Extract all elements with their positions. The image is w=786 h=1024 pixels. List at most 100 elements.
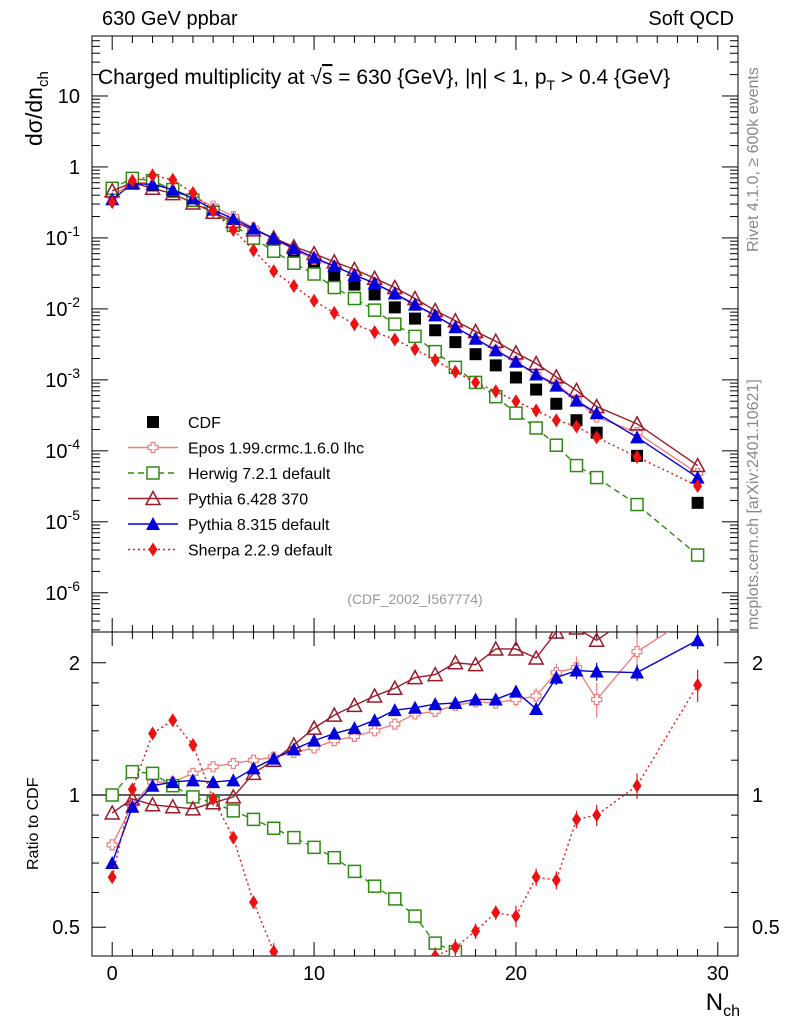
ratio-point	[508, 684, 523, 698]
ratio-point	[148, 726, 158, 741]
data-point	[388, 317, 402, 331]
data-point	[228, 222, 238, 237]
ratio-point	[630, 606, 644, 619]
ratio-point	[369, 725, 381, 737]
legend-marker	[147, 416, 159, 428]
ratio-point	[107, 870, 117, 885]
data-point	[448, 320, 463, 334]
ratio-point	[266, 821, 281, 836]
data-point	[449, 336, 462, 349]
ratio-point	[529, 701, 544, 715]
series-epos	[106, 177, 704, 480]
ratio-point	[145, 778, 160, 792]
data-point	[349, 317, 359, 332]
ratio-point	[448, 695, 463, 709]
ratio-point	[530, 690, 542, 702]
ratio-series-epos	[106, 608, 703, 851]
ratio-point	[470, 964, 482, 976]
y-tick-label: 10-4	[45, 436, 80, 463]
data-point	[390, 332, 400, 347]
ratio-point	[527, 649, 545, 665]
legend-label: Epos 1.99.crmc.1.6.0 lhc	[188, 441, 364, 458]
y-axis-label: dσ/dnch	[21, 71, 52, 146]
ratio-point	[468, 692, 483, 706]
ratio-point	[551, 873, 561, 888]
ratio-point	[228, 830, 238, 845]
ratio-point	[125, 799, 140, 813]
ratio-point	[693, 608, 703, 618]
ratio-point	[366, 687, 383, 703]
ratio-point	[168, 713, 178, 728]
header-left: 630 GeV ppbar	[102, 8, 238, 30]
legend-marker	[146, 466, 160, 480]
ratio-point	[690, 633, 705, 647]
header-right: Soft QCD	[648, 8, 734, 30]
data-point	[509, 406, 523, 420]
ratio-point	[588, 632, 605, 648]
ratio-y-tick-label: 2	[752, 653, 763, 675]
ratio-line	[111, 632, 669, 846]
ratio-point	[426, 665, 444, 682]
ratio-point	[269, 944, 279, 956]
ratio-y-tick-label: 2	[69, 653, 80, 675]
ratio-point	[367, 879, 382, 893]
data-point	[246, 221, 261, 235]
data-point	[690, 548, 705, 562]
data-point	[286, 241, 301, 255]
data-point	[408, 297, 422, 311]
ratio-point	[471, 924, 481, 939]
data-point	[430, 353, 440, 368]
ratio-point	[144, 796, 161, 812]
ratio-series-herwig	[105, 764, 482, 976]
analysis-watermark: (CDF_2002_I567774)	[347, 591, 482, 607]
legend-label: Pythia 8.315 default	[188, 517, 330, 534]
data-point	[347, 291, 362, 306]
ratio-point	[184, 800, 202, 816]
legend-marker	[146, 517, 160, 530]
data-point	[690, 470, 705, 484]
ratio-point	[589, 664, 604, 678]
x-tick-label: 20	[505, 963, 527, 985]
y-tick-label: 1	[69, 157, 80, 179]
data-point	[107, 195, 117, 210]
ratio-point	[307, 733, 322, 747]
ratio-line	[111, 639, 698, 864]
y-tick-label: 10-2	[45, 294, 80, 321]
data-point	[691, 496, 704, 509]
ratio-point	[106, 839, 118, 851]
ratio-y-tick-label: 1	[69, 785, 80, 807]
ratio-point	[406, 669, 424, 685]
ratio-point	[568, 632, 585, 635]
data-point	[145, 177, 160, 191]
ratio-point	[467, 656, 484, 672]
data-point	[632, 449, 642, 464]
data-point	[165, 182, 180, 196]
ratio-point	[347, 721, 362, 735]
y-tick-label: 10-1	[45, 223, 80, 250]
data-point	[327, 280, 341, 295]
data-point	[188, 185, 198, 200]
ratio-point	[447, 654, 464, 670]
data-point	[491, 384, 501, 399]
data-point	[429, 324, 442, 337]
ratio-point	[408, 909, 422, 923]
ratio-point	[227, 757, 239, 770]
data-point	[531, 403, 541, 418]
x-axis-label: Nch	[706, 989, 740, 1020]
data-point	[468, 331, 483, 345]
data-point	[488, 343, 503, 357]
ratio-point	[511, 909, 521, 924]
series-pythia8	[105, 176, 705, 484]
ratio-line	[111, 684, 699, 956]
ratio-point	[327, 850, 341, 865]
ratio-point	[569, 663, 584, 677]
ratio-point	[693, 677, 703, 692]
ratio-point	[127, 782, 137, 797]
ratio-point	[367, 713, 382, 727]
ratio-y-tick-label: 0.5	[752, 917, 780, 939]
data-point	[549, 378, 564, 392]
ratio-point	[246, 761, 261, 775]
x-tick-label: 10	[303, 963, 325, 985]
data-point	[529, 367, 544, 381]
data-point	[630, 497, 644, 512]
